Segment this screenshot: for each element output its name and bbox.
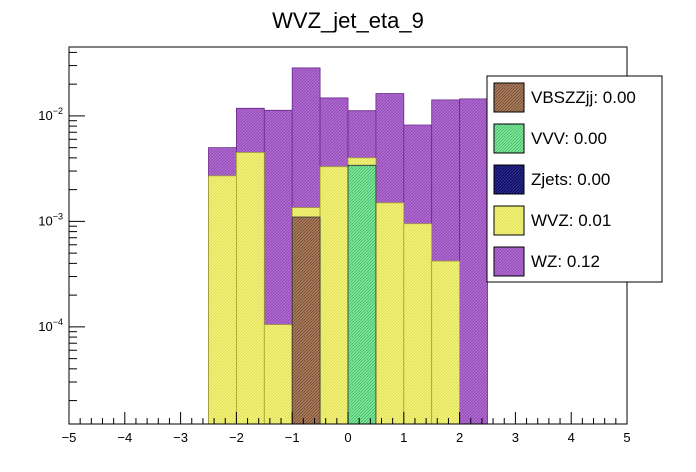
- bar-outline-wvz-1: [236, 152, 265, 424]
- x-tick-label: −4: [117, 430, 132, 445]
- x-tick-label: −5: [62, 430, 77, 445]
- x-tick-label: 1: [400, 430, 407, 445]
- x-tick-label: 2: [456, 430, 463, 445]
- legend-swatch-vbszzjj: [493, 82, 525, 113]
- legend-swatch-zjets: [493, 164, 525, 195]
- legend-swatch-wvz: [493, 205, 525, 236]
- legend: VBSZZjj: 0.00 VVV: 0.00 Zjets: 0.00 WVZ: 0.…: [486, 75, 663, 283]
- bar-vvv-0: [348, 165, 376, 424]
- legend-label-vvv: VVV: 0.00: [531, 129, 607, 148]
- bar-wvz-6: [375, 202, 404, 424]
- legend-label-wz: WZ: 0.12: [531, 252, 600, 271]
- bars-layer: [208, 67, 488, 425]
- bar-wz-9: [459, 98, 488, 425]
- bar-outline-wvz-8: [431, 260, 460, 424]
- x-tick-label: 3: [512, 430, 519, 445]
- bar-wvz-1: [236, 152, 265, 424]
- x-tick-label: 0: [344, 430, 351, 445]
- chart-title: WVZ_jet_eta_9: [272, 8, 424, 33]
- x-tick-label: −1: [285, 430, 300, 445]
- bar-vbszzjj-0: [292, 217, 321, 424]
- bar-wvz-8: [431, 261, 460, 424]
- legend-label-wvz: WVZ: 0.01: [531, 211, 611, 230]
- bar-outline-vvv-0: [347, 164, 377, 424]
- bar-wvz-0: [208, 175, 237, 424]
- x-axis-ticks: −5 −4 −3 −2 −1 0 1 2 3 4 5: [62, 412, 631, 445]
- bar-outline-vbszzjj-0: [291, 216, 321, 424]
- legend-swatch-vvv: [493, 123, 525, 154]
- y-tick-label: 10−4: [38, 317, 63, 334]
- x-tick-label: −3: [173, 430, 188, 445]
- x-tick-label: 4: [568, 430, 575, 445]
- y-tick-label: 10−3: [38, 211, 63, 228]
- legend-label-zjets: Zjets: 0.00: [531, 170, 610, 189]
- y-tick-label: 10−2: [38, 106, 63, 123]
- bar-wvz-4: [320, 166, 348, 424]
- bar-wvz-2: [264, 324, 293, 424]
- legend-label-vbszzjj: VBSZZjj: 0.00: [531, 88, 636, 107]
- y-axis-ticks: 10−4 10−3 10−2: [38, 51, 85, 402]
- x-tick-label: −2: [229, 430, 244, 445]
- bar-wvz-7: [403, 223, 432, 424]
- legend-swatch-wz: [493, 246, 525, 277]
- x-tick-label: 5: [623, 430, 630, 445]
